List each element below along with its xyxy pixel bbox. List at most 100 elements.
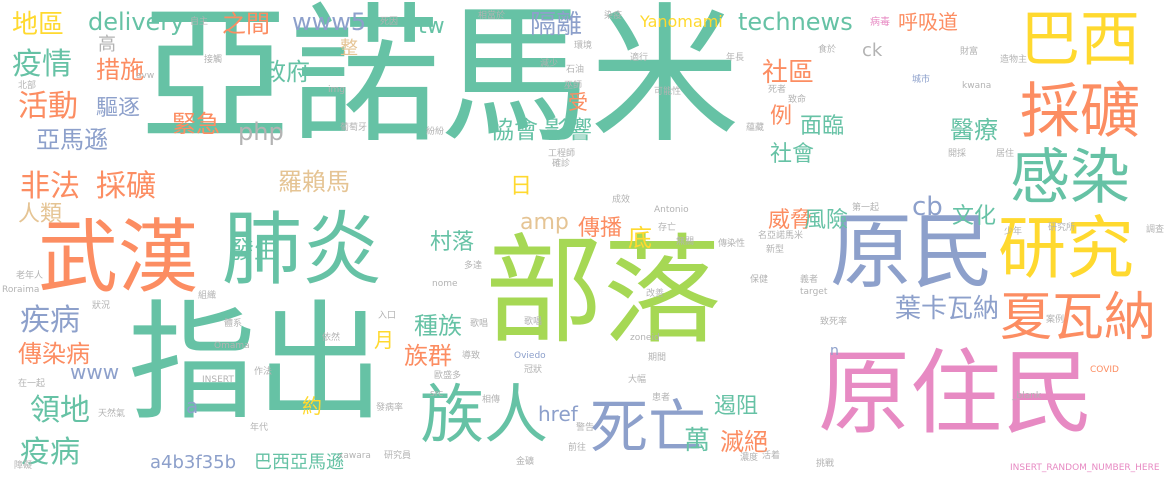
word: Yanomami xyxy=(640,12,723,31)
word: 病毒 xyxy=(870,17,890,28)
word: 約 xyxy=(302,394,322,418)
word: COVID xyxy=(1090,365,1119,375)
word: 面臨 xyxy=(800,114,845,139)
word: 協會 xyxy=(490,116,538,144)
word: Roraima xyxy=(2,285,40,295)
word: 社會 xyxy=(770,142,815,167)
word: 整 xyxy=(340,38,358,59)
word: 歐盛多 xyxy=(434,371,462,381)
word: zoneid xyxy=(630,333,660,343)
word: 地區 xyxy=(12,10,65,40)
word: 作法 xyxy=(254,367,273,377)
word: 亞馬遜 xyxy=(36,126,108,154)
word: n xyxy=(830,343,839,359)
word: nome xyxy=(432,279,458,289)
word: 名亞諾馬米 xyxy=(758,231,804,241)
word: 少年 xyxy=(1004,227,1023,237)
word: 措施 xyxy=(96,56,144,84)
word: 傳染性 xyxy=(718,239,746,249)
word: 死者 xyxy=(768,85,787,95)
word: 受 xyxy=(568,90,588,114)
word: 自主 xyxy=(190,17,209,27)
word: 金礦 xyxy=(516,457,535,467)
word: php xyxy=(238,118,284,146)
word: 威脅 xyxy=(768,208,813,233)
word: 患者 xyxy=(652,393,671,403)
word: 財富 xyxy=(960,47,979,57)
word: 致命 xyxy=(788,95,807,105)
word: 例 xyxy=(770,104,793,129)
word: 調查 xyxy=(1146,225,1165,235)
word: 巴西 xyxy=(1020,5,1140,75)
word: Omama xyxy=(214,341,250,351)
word: 日 xyxy=(510,174,533,199)
word: 政府 xyxy=(262,58,310,86)
word: 疫情 xyxy=(12,47,72,82)
word: 體系 xyxy=(224,319,243,329)
word: 滅絕 xyxy=(720,428,768,456)
word: 發生 xyxy=(230,236,278,264)
word: 遏阻 xyxy=(714,394,759,419)
word: 活動 xyxy=(18,89,78,124)
word: 原住民 xyxy=(818,340,1095,447)
word: 夏瓦納 xyxy=(1000,288,1157,348)
word: src xyxy=(430,389,444,399)
word: a xyxy=(186,394,199,418)
word: 死因 xyxy=(380,17,399,27)
word: 第一起 xyxy=(852,203,880,213)
word: 族群 xyxy=(404,342,452,370)
word: 蘊藏 xyxy=(746,123,765,133)
word: 在一起 xyxy=(18,379,46,389)
word: 染疫 xyxy=(604,11,623,21)
word: 改善 xyxy=(646,289,665,299)
word: 領地 xyxy=(30,393,90,428)
word: 羅賴馬 xyxy=(278,168,350,196)
word: 石油 xyxy=(566,65,585,75)
word: 導致 xyxy=(462,351,481,361)
word: 原民 xyxy=(830,205,995,300)
word: 居住 xyxy=(996,149,1015,159)
word: target xyxy=(800,287,828,297)
word: 義者 xyxy=(800,275,819,285)
word: xawara xyxy=(338,451,371,461)
word: 採礦 xyxy=(1020,77,1140,147)
word: 緊急 xyxy=(172,110,220,138)
word: 村落 xyxy=(430,230,475,255)
word: 呼吸道 xyxy=(898,10,958,34)
word: 老年人 xyxy=(16,271,44,281)
word: href xyxy=(538,402,578,426)
word: 年長 xyxy=(726,53,745,63)
word: 研究 xyxy=(998,210,1135,289)
word: 冠狀 xyxy=(524,365,543,375)
word: 高 xyxy=(98,34,116,55)
word: 依然 xyxy=(322,333,341,343)
word: kwana xyxy=(962,81,992,91)
word: 天然氣 xyxy=(98,409,126,419)
word: 驅逐 xyxy=(96,96,141,121)
word: 濃度 xyxy=(740,453,759,463)
word: technews xyxy=(738,8,853,36)
word: 城市 xyxy=(912,75,931,85)
word: avw xyxy=(136,71,155,81)
word: 種族 xyxy=(414,312,462,340)
word: Oviedo xyxy=(514,351,546,361)
word: 大幅 xyxy=(628,375,647,385)
word: 疫病 xyxy=(20,435,80,470)
word: 指出 xyxy=(128,289,385,438)
word: 風險 xyxy=(804,208,849,233)
word: 研究所 xyxy=(1048,223,1076,233)
word: 狀況 xyxy=(92,301,111,311)
word: 隔離 xyxy=(530,10,583,40)
word: 之間 xyxy=(222,10,270,38)
word: 適行 xyxy=(630,53,649,63)
word: 環境 xyxy=(574,41,593,51)
word: 活着 xyxy=(762,451,781,461)
word: 月 xyxy=(374,328,394,352)
word: 葉卡瓦納 xyxy=(895,294,1000,324)
word: 入口 xyxy=(378,311,397,321)
word: www5 xyxy=(292,8,367,36)
word: 亞諾馬米 xyxy=(140,0,741,164)
word: img xyxy=(328,85,345,95)
word: 葡萄牙 xyxy=(340,123,368,133)
